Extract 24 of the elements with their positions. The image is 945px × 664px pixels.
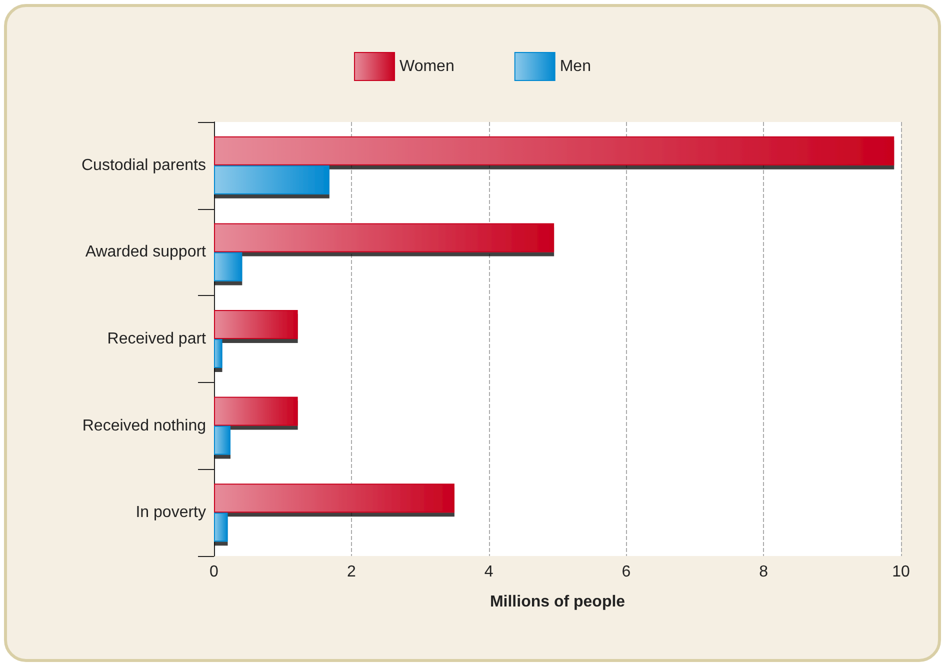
y-tick-label: Received nothing bbox=[82, 417, 206, 434]
bar bbox=[214, 484, 454, 513]
bar bbox=[214, 223, 554, 252]
y-tick-label: Custodial parents bbox=[81, 156, 206, 174]
y-tick-label: In poverty bbox=[136, 504, 206, 522]
bar bbox=[214, 396, 298, 426]
x-tick-label: 6 bbox=[622, 564, 631, 580]
bar bbox=[214, 165, 330, 194]
x-tick-label: 0 bbox=[210, 564, 219, 580]
x-axis-title: Millions of people bbox=[490, 594, 626, 610]
bar bbox=[214, 426, 230, 455]
bar bbox=[214, 512, 228, 542]
bar bbox=[214, 339, 222, 368]
x-tick-label: 8 bbox=[759, 564, 768, 580]
bar bbox=[214, 252, 242, 282]
y-tick-label: Awarded support bbox=[85, 244, 207, 261]
bar bbox=[214, 136, 894, 166]
y-tick-label: Received part bbox=[107, 330, 207, 348]
x-tick-label: 2 bbox=[346, 564, 356, 580]
legend-label: Women bbox=[400, 58, 454, 75]
x-tick-label: 10 bbox=[892, 564, 910, 580]
x-tick-label: 4 bbox=[484, 564, 494, 580]
legend-label: Men bbox=[560, 58, 591, 75]
bar bbox=[214, 310, 298, 339]
